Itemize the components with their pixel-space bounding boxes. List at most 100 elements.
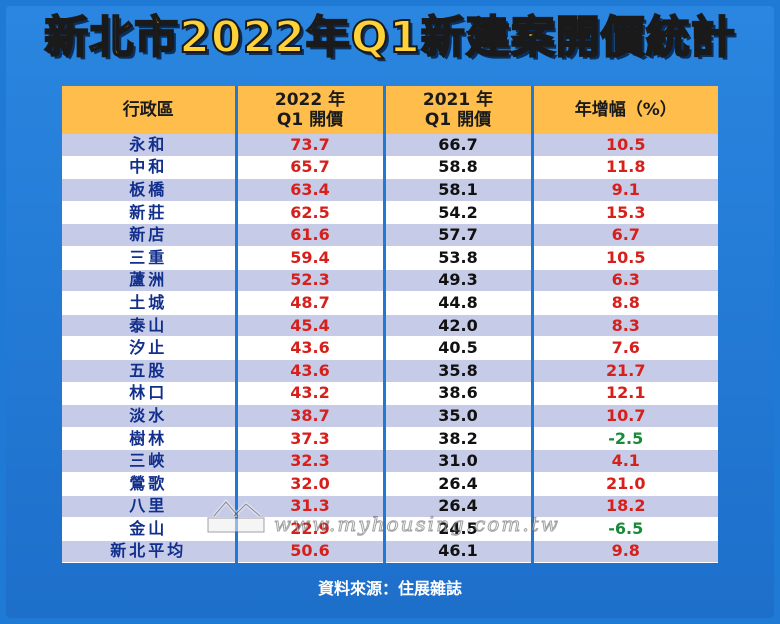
growth-cell: 8.3 <box>532 314 718 338</box>
district-cell: 樹林 <box>62 427 238 451</box>
district-cell: 泰山 <box>62 314 238 338</box>
price-2021-cell: 38.2 <box>384 427 534 451</box>
district-cell: 土城 <box>62 291 238 315</box>
price-2022-cell: 38.7 <box>236 404 386 428</box>
district-cell: 中和 <box>62 156 238 180</box>
price-2022-cell: 73.7 <box>236 134 386 157</box>
header-district: 行政區 <box>62 86 238 134</box>
growth-cell: 10.7 <box>532 404 718 428</box>
price-2022-cell: 37.3 <box>236 427 386 451</box>
price-2022-cell: 43.6 <box>236 336 386 360</box>
district-cell: 淡水 <box>62 404 238 428</box>
growth-cell: 15.3 <box>532 201 718 225</box>
growth-cell: 9.1 <box>532 178 718 202</box>
price-2022-cell: 65.7 <box>236 156 386 180</box>
price-2022-cell: 31.3 <box>236 495 386 519</box>
price-2021-cell: 24.5 <box>384 517 534 541</box>
price-2021-cell: 38.6 <box>384 382 534 406</box>
price-2021-cell: 54.2 <box>384 201 534 225</box>
growth-cell: -6.5 <box>532 517 718 541</box>
growth-cell: -2.5 <box>532 427 718 451</box>
district-cell: 三峽 <box>62 449 238 473</box>
district-cell: 永和 <box>62 134 238 157</box>
district-cell: 汐止 <box>62 336 238 360</box>
table-row: 土城 48.7 44.8 8.8 <box>62 291 718 315</box>
header-2021-price: 2021 年 Q1 開價 <box>384 86 534 134</box>
price-2021-cell: 66.7 <box>384 134 534 157</box>
table-row: 汐止 43.6 40.5 7.6 <box>62 336 718 360</box>
price-2021-cell: 26.4 <box>384 472 534 496</box>
growth-cell: 21.0 <box>532 472 718 496</box>
table-row: 樹林 37.3 38.2 -2.5 <box>62 427 718 451</box>
price-2021-cell: 35.8 <box>384 359 534 383</box>
table-row: 泰山 45.4 42.0 8.3 <box>62 314 718 338</box>
district-cell: 八里 <box>62 495 238 519</box>
price-2021-cell: 58.1 <box>384 178 534 202</box>
district-cell: 金山 <box>62 517 238 541</box>
page-title: 新北市2022年Q1新建案開價統計 <box>43 11 736 64</box>
table-row: 淡水 38.7 35.0 10.7 <box>62 404 718 428</box>
price-2021-cell: 42.0 <box>384 314 534 338</box>
table-header: 行政區 2022 年 Q1 開價 2021 年 Q1 開價 年增幅（%） <box>62 86 718 134</box>
table-row: 蘆洲 52.3 49.3 6.3 <box>62 269 718 293</box>
price-2021-cell: 58.8 <box>384 156 534 180</box>
price-2022-cell: 32.0 <box>236 472 386 496</box>
table-row: 板橋 63.4 58.1 9.1 <box>62 178 718 202</box>
price-2022-cell: 62.5 <box>236 201 386 225</box>
price-2022-cell: 48.7 <box>236 291 386 315</box>
growth-cell: 6.3 <box>532 269 718 293</box>
table-row: 新北平均 50.6 46.1 9.8 <box>62 540 718 564</box>
price-2021-cell: 26.4 <box>384 495 534 519</box>
price-2021-cell: 57.7 <box>384 223 534 247</box>
growth-cell: 8.8 <box>532 291 718 315</box>
table-row: 八里 31.3 26.4 18.2 <box>62 495 718 519</box>
table-row: 三重 59.4 53.8 10.5 <box>62 246 718 270</box>
growth-cell: 9.8 <box>532 540 718 564</box>
header-growth: 年增幅（%） <box>532 86 718 134</box>
price-2021-cell: 35.0 <box>384 404 534 428</box>
price-2022-cell: 43.2 <box>236 382 386 406</box>
growth-cell: 21.7 <box>532 359 718 383</box>
source-note: 資料來源：住展雜誌 <box>317 579 462 598</box>
district-cell: 板橋 <box>62 178 238 202</box>
district-cell: 鶯歌 <box>62 472 238 496</box>
table-row: 金山 22.9 24.5 -6.5 <box>62 517 718 541</box>
price-2022-cell: 32.3 <box>236 449 386 473</box>
table-row: 鶯歌 32.0 26.4 21.0 <box>62 472 718 496</box>
price-2021-cell: 44.8 <box>384 291 534 315</box>
district-cell: 三重 <box>62 246 238 270</box>
growth-cell: 6.7 <box>532 223 718 247</box>
price-2022-cell: 59.4 <box>236 246 386 270</box>
price-2021-cell: 31.0 <box>384 449 534 473</box>
growth-cell: 10.5 <box>532 246 718 270</box>
price-2021-cell: 49.3 <box>384 269 534 293</box>
header-2022-price: 2022 年 Q1 開價 <box>236 86 386 134</box>
table-row: 永和 73.7 66.7 10.5 <box>62 134 718 157</box>
price-2022-cell: 52.3 <box>236 269 386 293</box>
price-2021-cell: 53.8 <box>384 246 534 270</box>
growth-cell: 18.2 <box>532 495 718 519</box>
district-cell: 新北平均 <box>62 540 238 564</box>
table-row: 林口 43.2 38.6 12.1 <box>62 382 718 406</box>
price-2022-cell: 50.6 <box>236 540 386 564</box>
price-2021-cell: 46.1 <box>384 540 534 564</box>
table-row: 中和 65.7 58.8 11.8 <box>62 156 718 180</box>
price-2022-cell: 22.9 <box>236 517 386 541</box>
price-2021-cell: 40.5 <box>384 336 534 360</box>
table-row: 新店 61.6 57.7 6.7 <box>62 223 718 247</box>
district-cell: 蘆洲 <box>62 269 238 293</box>
district-cell: 新莊 <box>62 201 238 225</box>
price-table: 行政區 2022 年 Q1 開價 2021 年 Q1 開價 年增幅（%） 永和 73.… <box>62 86 718 564</box>
district-cell: 五股 <box>62 359 238 383</box>
district-cell: 新店 <box>62 223 238 247</box>
district-cell: 林口 <box>62 382 238 406</box>
table-row: 五股 43.6 35.8 21.7 <box>62 359 718 383</box>
price-2022-cell: 45.4 <box>236 314 386 338</box>
growth-cell: 7.6 <box>532 336 718 360</box>
growth-cell: 11.8 <box>532 156 718 180</box>
table-row: 新莊 62.5 54.2 15.3 <box>62 201 718 225</box>
growth-cell: 10.5 <box>532 134 718 157</box>
table-row: 三峽 32.3 31.0 4.1 <box>62 449 718 473</box>
growth-cell: 4.1 <box>532 449 718 473</box>
table-body: 永和 73.7 66.7 10.5 中和 65.7 58.8 11.8 板橋 63.4 58.1 9.… <box>62 134 718 564</box>
